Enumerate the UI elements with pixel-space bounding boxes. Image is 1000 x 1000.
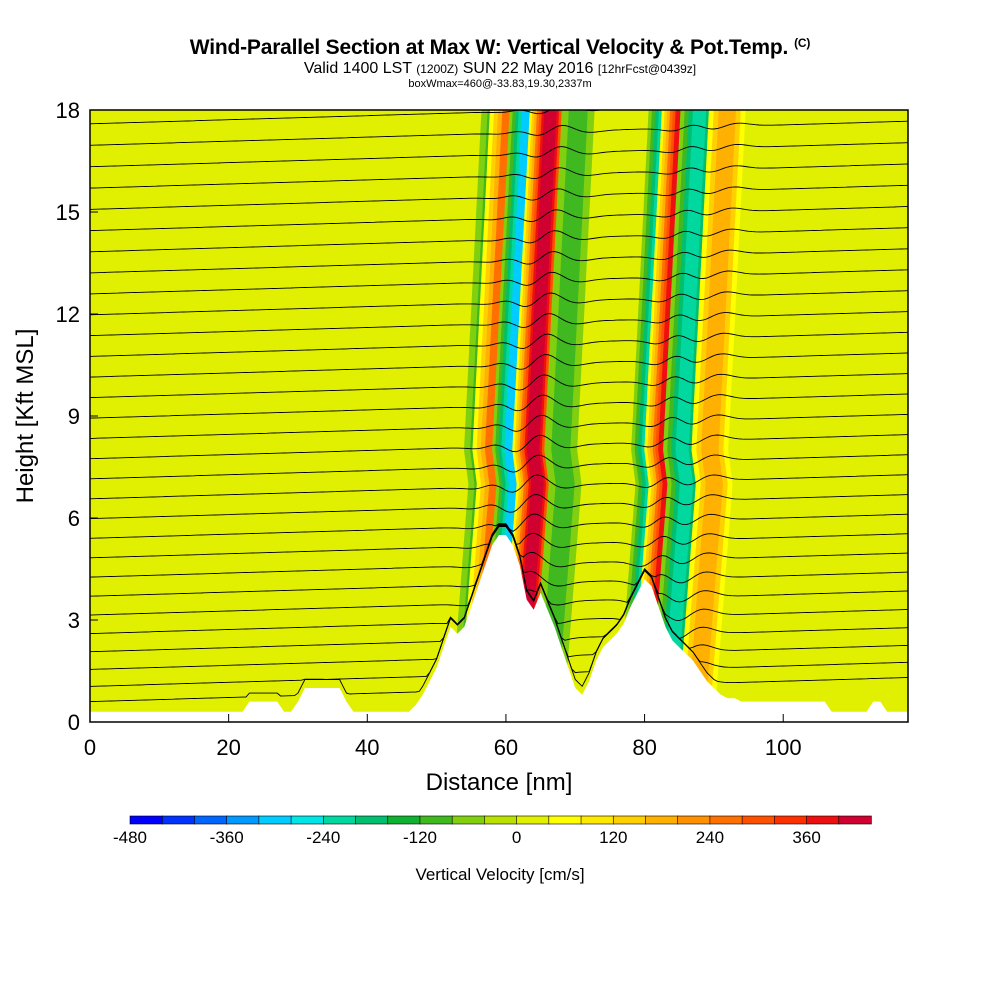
isentrope-22 <box>90 248 908 274</box>
isentrope-17 <box>90 352 908 378</box>
x-axis: 0 20 40 60 80 100 <box>84 714 802 760</box>
isentrope-27 <box>90 142 908 168</box>
colorbar-swatch-12 <box>516 815 550 825</box>
velocity-bands <box>450 110 746 722</box>
isentrope-20 <box>90 290 908 316</box>
colorbar-swatch-7 <box>355 815 389 825</box>
colorbar-swatch-3 <box>226 815 260 825</box>
colorbar-swatch-5 <box>290 815 325 825</box>
isentrope-26 <box>90 163 908 189</box>
x-tick-label-20: 20 <box>216 735 240 760</box>
terrain <box>90 535 908 722</box>
colorbar-swatch-15 <box>612 815 647 825</box>
colorbar-tick-360: 360 <box>792 828 820 847</box>
colorbar-swatch-1 <box>161 815 196 825</box>
y-tick-label-3: 3 <box>68 608 80 633</box>
colorbar-tick--360: -360 <box>210 828 244 847</box>
colorbar-tick--120: -120 <box>403 828 437 847</box>
colorbar-tick-120: 120 <box>599 828 627 847</box>
isentrope-30 <box>90 78 908 102</box>
colorbar-swatch-21 <box>806 815 840 825</box>
subtitle-valid: Valid 1400 LST <box>303 60 412 77</box>
colorbar-swatch-9 <box>419 815 453 825</box>
isentropes <box>90 35 908 703</box>
x-tick-label-0: 0 <box>84 735 96 760</box>
x-tick-label-60: 60 <box>494 735 518 760</box>
isentrope-9 <box>90 513 908 539</box>
colorbar-swatch-4 <box>258 815 292 825</box>
isentrope-32 <box>90 35 908 59</box>
colorbar-swatch-16 <box>645 815 679 825</box>
colorbar-swatch-10 <box>451 815 486 825</box>
subtitle-date: SUN 22 May 2016 <box>462 60 594 77</box>
velocity-band-3-level-6 <box>512 110 557 722</box>
colorbar-tick--480: -480 <box>113 828 147 847</box>
subtitle-forecast: [12hrFcst@0439z] <box>597 62 697 76</box>
y-tick-label-15: 15 <box>56 200 80 225</box>
subtitle-utc: (1200Z) <box>416 62 459 76</box>
chart-subtitle-2: boxWmax=460@-33.83,19.30,2337m <box>408 78 592 90</box>
x-axis-label: Distance [nm] <box>426 769 573 796</box>
colorbar-swatch-17 <box>677 815 711 825</box>
colorbar-swatch-11 <box>484 815 518 825</box>
velocity-band-7-level-3 <box>661 110 707 722</box>
x-tick-label-80: 80 <box>632 735 656 760</box>
isentrope-13 <box>90 434 908 460</box>
colorbar-label: Vertical Velocity [cm/s] <box>415 865 584 884</box>
y-tick-label-18: 18 <box>56 98 80 123</box>
y-tick-label-9: 9 <box>68 404 80 429</box>
isentrope-14 <box>90 413 908 439</box>
colorbar-swatch-2 <box>194 815 228 825</box>
colorbar-swatch-6 <box>322 815 357 825</box>
x-tick-label-100: 100 <box>765 735 802 760</box>
isentrope-24 <box>90 206 908 232</box>
isentrope-29 <box>90 110 606 125</box>
colorbar-swatch-8 <box>387 815 421 825</box>
colorbar-swatch-22 <box>838 815 872 825</box>
colorbar-swatch-20 <box>774 815 808 825</box>
isentrope-16 <box>90 373 908 399</box>
colorbar-tick-240: 240 <box>696 828 724 847</box>
colorbar-tick-0: 0 <box>512 828 521 847</box>
velocity-band-4-level-1 <box>537 110 588 722</box>
colorbar-tick--240: -240 <box>306 828 340 847</box>
title-text: Wind-Parallel Section at Max W: Vertical… <box>189 36 789 59</box>
chart-subtitle: Valid 1400 LST (1200Z) SUN 22 May 2016 [… <box>0 60 1000 78</box>
colorbar-swatch-18 <box>709 815 743 825</box>
y-tick-label-12: 12 <box>56 302 80 327</box>
colorbar: -480 -360 -240 -120 0 120 240 360 <box>113 815 872 847</box>
isentrope-25 <box>90 184 908 210</box>
isentrope-21 <box>90 269 908 295</box>
isentrope-10 <box>90 494 908 520</box>
colorbar-swatch-0 <box>129 815 163 825</box>
y-axis-label: Height [Kft MSL] <box>12 329 39 504</box>
isentrope-11 <box>90 474 908 500</box>
colorbar-swatch-19 <box>741 815 776 825</box>
y-axis: 0 3 6 9 12 15 18 <box>56 98 98 735</box>
colorbar-swatch-14 <box>580 815 614 825</box>
copyright-mark: (C) <box>794 36 811 50</box>
isentrope-23 <box>90 227 908 253</box>
isentrope-18 <box>90 331 908 357</box>
isentrope-31 <box>90 57 908 81</box>
chart-title: Wind-Parallel Section at Max W: Vertical… <box>0 36 1000 60</box>
colorbar-swatch-13 <box>548 815 582 825</box>
isentrope-12 <box>90 454 908 480</box>
x-tick-label-40: 40 <box>355 735 379 760</box>
isentrope-15 <box>90 393 908 419</box>
y-tick-label-0: 0 <box>68 710 80 735</box>
isentrope-19 <box>90 311 908 337</box>
y-tick-label-6: 6 <box>68 506 80 531</box>
isentrope-28 <box>90 120 908 146</box>
